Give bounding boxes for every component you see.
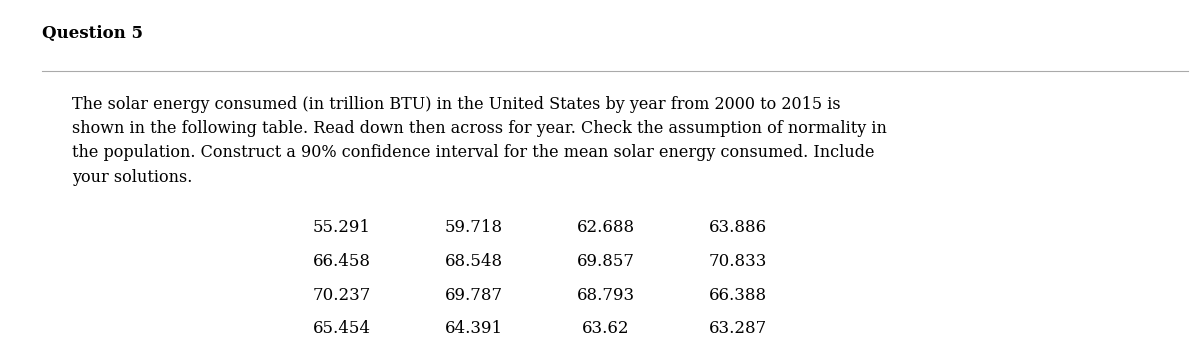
Text: The solar energy consumed (in trillion BTU) in the United States by year from 20: The solar energy consumed (in trillion B… (72, 96, 887, 185)
Text: 70.833: 70.833 (709, 253, 767, 270)
Text: 55.291: 55.291 (313, 219, 371, 236)
Text: 63.62: 63.62 (582, 320, 630, 337)
Text: Question 5: Question 5 (42, 25, 143, 42)
Text: 63.287: 63.287 (709, 320, 767, 337)
Text: 68.548: 68.548 (445, 253, 503, 270)
Text: 59.718: 59.718 (445, 219, 503, 236)
Text: 69.857: 69.857 (577, 253, 635, 270)
Text: 68.793: 68.793 (577, 287, 635, 304)
Text: 70.237: 70.237 (313, 287, 371, 304)
Text: 63.886: 63.886 (709, 219, 767, 236)
Text: 64.391: 64.391 (445, 320, 503, 337)
Text: 66.388: 66.388 (709, 287, 767, 304)
Text: 62.688: 62.688 (577, 219, 635, 236)
Text: 66.458: 66.458 (313, 253, 371, 270)
Text: 65.454: 65.454 (313, 320, 371, 337)
Text: 69.787: 69.787 (445, 287, 503, 304)
